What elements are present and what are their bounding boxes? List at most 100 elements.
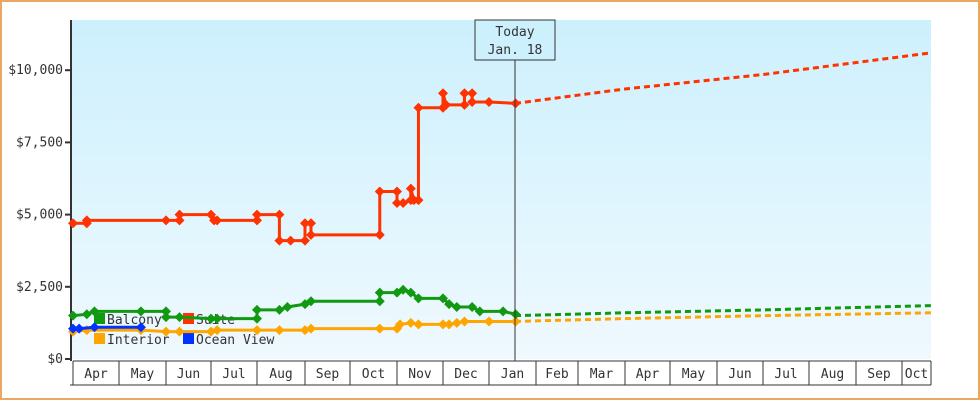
data-point[interactable]: [135, 306, 146, 317]
data-point[interactable]: [395, 319, 406, 330]
data-point[interactable]: [74, 323, 85, 334]
data-point[interactable]: [398, 284, 409, 295]
data-point[interactable]: [274, 209, 285, 220]
legend-swatch: [94, 313, 105, 324]
data-point[interactable]: [374, 296, 385, 307]
data-point[interactable]: [438, 293, 448, 304]
x-tick-label: Jun: [728, 367, 751, 382]
data-point[interactable]: [374, 186, 385, 197]
data-point[interactable]: [405, 317, 416, 328]
data-point[interactable]: [89, 306, 100, 317]
data-point[interactable]: [300, 218, 310, 229]
data-point[interactable]: [405, 183, 416, 194]
data-point[interactable]: [306, 296, 316, 307]
data-point[interactable]: [161, 312, 171, 323]
data-point[interactable]: [174, 215, 185, 226]
x-tick-label: Apr: [84, 367, 108, 382]
data-point[interactable]: [161, 215, 171, 226]
y-tick-label: $7,500: [16, 135, 63, 150]
data-point[interactable]: [392, 186, 402, 197]
data-point[interactable]: [174, 326, 185, 337]
x-tick-label: May: [682, 367, 706, 382]
data-point[interactable]: [459, 316, 470, 327]
data-point[interactable]: [68, 218, 78, 229]
data-point[interactable]: [161, 326, 171, 337]
today-label-box: [474, 19, 556, 61]
data-point[interactable]: [413, 195, 424, 206]
y-tick-label: $2,500: [16, 280, 63, 295]
data-point[interactable]: [306, 323, 316, 334]
data-point[interactable]: [212, 325, 223, 336]
series-ocean-view: [68, 322, 146, 334]
series-suite: [68, 51, 932, 246]
data-point[interactable]: [467, 302, 478, 313]
data-point[interactable]: [81, 215, 92, 226]
data-point[interactable]: [451, 302, 462, 313]
data-point[interactable]: [438, 88, 448, 99]
legend-swatch: [183, 333, 194, 344]
data-point[interactable]: [306, 229, 316, 240]
data-point[interactable]: [459, 88, 470, 99]
data-point[interactable]: [252, 325, 262, 336]
forecast-line: [514, 311, 932, 323]
y-axis: $0 $2,500 $5,000 $7,500 $10,000: [8, 20, 72, 367]
data-point[interactable]: [135, 322, 146, 333]
data-point[interactable]: [252, 209, 262, 220]
data-point[interactable]: [484, 96, 494, 107]
data-point[interactable]: [374, 323, 385, 334]
data-point[interactable]: [474, 306, 485, 317]
y-tick-label: $0: [47, 352, 63, 367]
data-point[interactable]: [285, 235, 296, 246]
data-point[interactable]: [274, 235, 285, 246]
data-point[interactable]: [484, 316, 494, 327]
data-point[interactable]: [274, 304, 285, 315]
data-point[interactable]: [413, 319, 424, 330]
data-point[interactable]: [413, 102, 424, 113]
data-point[interactable]: [212, 215, 223, 226]
data-point[interactable]: [398, 198, 409, 209]
data-point[interactable]: [392, 198, 402, 209]
data-point[interactable]: [413, 293, 424, 304]
series-lines: [68, 51, 932, 337]
data-point[interactable]: [252, 313, 262, 324]
legend-item-ocean-view[interactable]: Ocean View: [183, 333, 274, 348]
data-point[interactable]: [206, 313, 216, 324]
forecast-line: [514, 51, 932, 105]
data-point[interactable]: [300, 235, 310, 246]
data-point[interactable]: [174, 312, 185, 323]
x-tick-label: Oct: [362, 367, 385, 382]
data-point[interactable]: [68, 323, 78, 334]
data-point[interactable]: [374, 287, 385, 298]
data-point[interactable]: [174, 209, 185, 220]
data-point[interactable]: [467, 96, 478, 107]
legend-item-balcony[interactable]: Balcony: [94, 313, 162, 328]
data-point[interactable]: [274, 325, 285, 336]
data-point[interactable]: [374, 229, 385, 240]
x-tick-label: Jun: [177, 367, 200, 382]
data-point[interactable]: [438, 319, 448, 330]
data-point[interactable]: [405, 287, 416, 298]
legend-label: Interior: [107, 333, 170, 348]
x-tick-label: Sep: [316, 367, 340, 382]
series-interior: [68, 311, 932, 337]
data-point[interactable]: [444, 299, 455, 310]
x-tick-label: May: [131, 367, 155, 382]
data-point[interactable]: [212, 313, 223, 324]
data-point[interactable]: [282, 302, 293, 313]
data-point[interactable]: [68, 310, 78, 321]
data-point[interactable]: [252, 304, 262, 315]
data-point[interactable]: [306, 218, 316, 229]
legend-item-interior[interactable]: Interior: [94, 333, 170, 348]
data-point[interactable]: [441, 99, 452, 110]
data-point[interactable]: [459, 99, 470, 110]
data-point[interactable]: [467, 88, 478, 99]
data-point[interactable]: [498, 306, 509, 317]
data-point[interactable]: [444, 319, 455, 330]
data-point[interactable]: [89, 322, 100, 333]
data-point[interactable]: [451, 317, 462, 328]
x-axis: Apr May Jun Jul Aug Sep Oct Nov Dec Jan Feb Mar Apr M…: [70, 360, 932, 386]
data-point[interactable]: [161, 306, 171, 317]
data-point[interactable]: [252, 215, 262, 226]
data-point[interactable]: [81, 309, 92, 320]
